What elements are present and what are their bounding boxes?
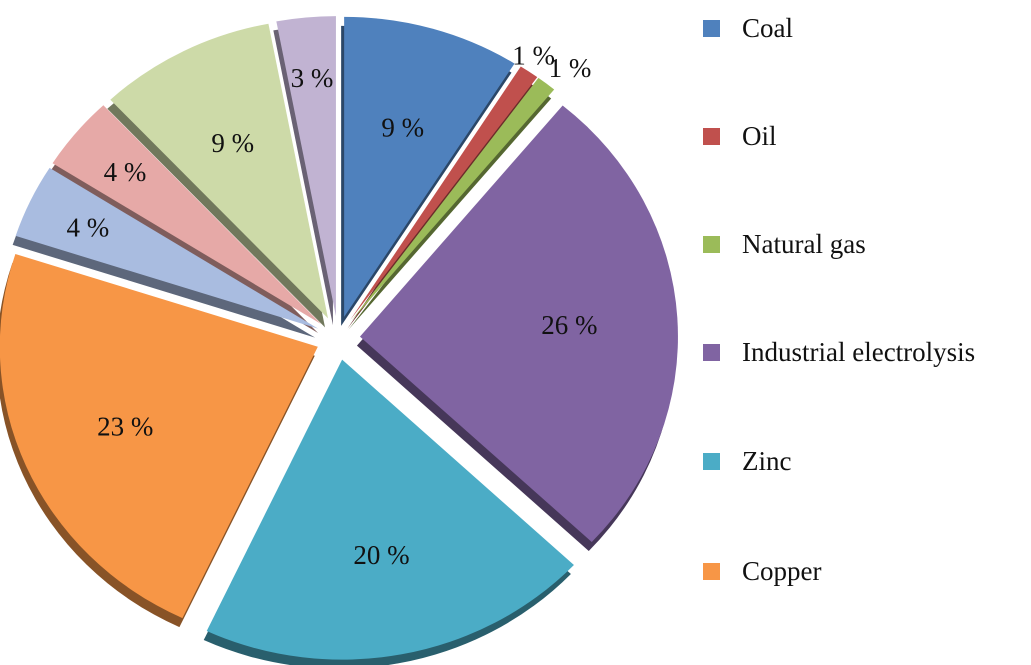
- legend-item-coal: Coal: [703, 13, 793, 44]
- legend-swatch: [703, 236, 720, 253]
- data-label: 26 %: [541, 310, 597, 340]
- data-label: 9 %: [211, 128, 254, 158]
- legend-swatch: [703, 128, 720, 145]
- pie-slice-unlabeled-8: [110, 23, 329, 319]
- pie-slice-coal: [344, 16, 515, 317]
- pie-slice-oil: [350, 66, 538, 320]
- data-label: 20 %: [353, 540, 409, 570]
- legend-label: Zinc: [742, 446, 792, 476]
- legend-label: Copper: [742, 556, 822, 586]
- data-label: 9 %: [381, 113, 424, 143]
- legend-label: Oil: [742, 121, 777, 151]
- pie-slice-copper: [0, 254, 318, 619]
- pie-slice-unlabeled-6: [15, 167, 319, 329]
- pie-slice-zinc: [206, 359, 574, 660]
- legend-swatch: [703, 20, 720, 37]
- legend-item-zinc: Zinc: [703, 446, 791, 477]
- data-label: 4 %: [67, 212, 110, 242]
- data-label: 4 %: [104, 157, 147, 187]
- pie-chart: 9 % 1 %1 % 26 % 20 % 23 % 4 % 4 % 9 % 3 %: [0, 16, 678, 665]
- legend-swatch: [703, 453, 720, 470]
- pie-slice-natural-gas: [351, 77, 555, 321]
- data-label: 3 %: [291, 63, 334, 93]
- data-label: 23 %: [97, 411, 153, 441]
- legend-swatch: [703, 563, 720, 580]
- data-label: 1 %: [512, 40, 555, 70]
- pie-slice-unlabeled-9: [276, 16, 336, 317]
- legend-item-natural-gas: Natural gas: [703, 229, 866, 260]
- legend-label: Coal: [742, 13, 793, 43]
- pie-slice-industrial-electrolysis: [359, 105, 678, 542]
- legend-item-oil: Oil: [703, 121, 777, 152]
- data-label: 1 %: [549, 53, 592, 83]
- pie-slice-unlabeled-7: [52, 105, 322, 324]
- legend-label: Natural gas: [742, 229, 866, 259]
- legend-item-copper: Copper: [703, 556, 821, 587]
- legend-label: Industrial electrolysis: [742, 337, 976, 367]
- legend-swatch: [703, 344, 720, 361]
- legend-item-industrial-electrolysis: Industrial electrolysis: [703, 337, 975, 368]
